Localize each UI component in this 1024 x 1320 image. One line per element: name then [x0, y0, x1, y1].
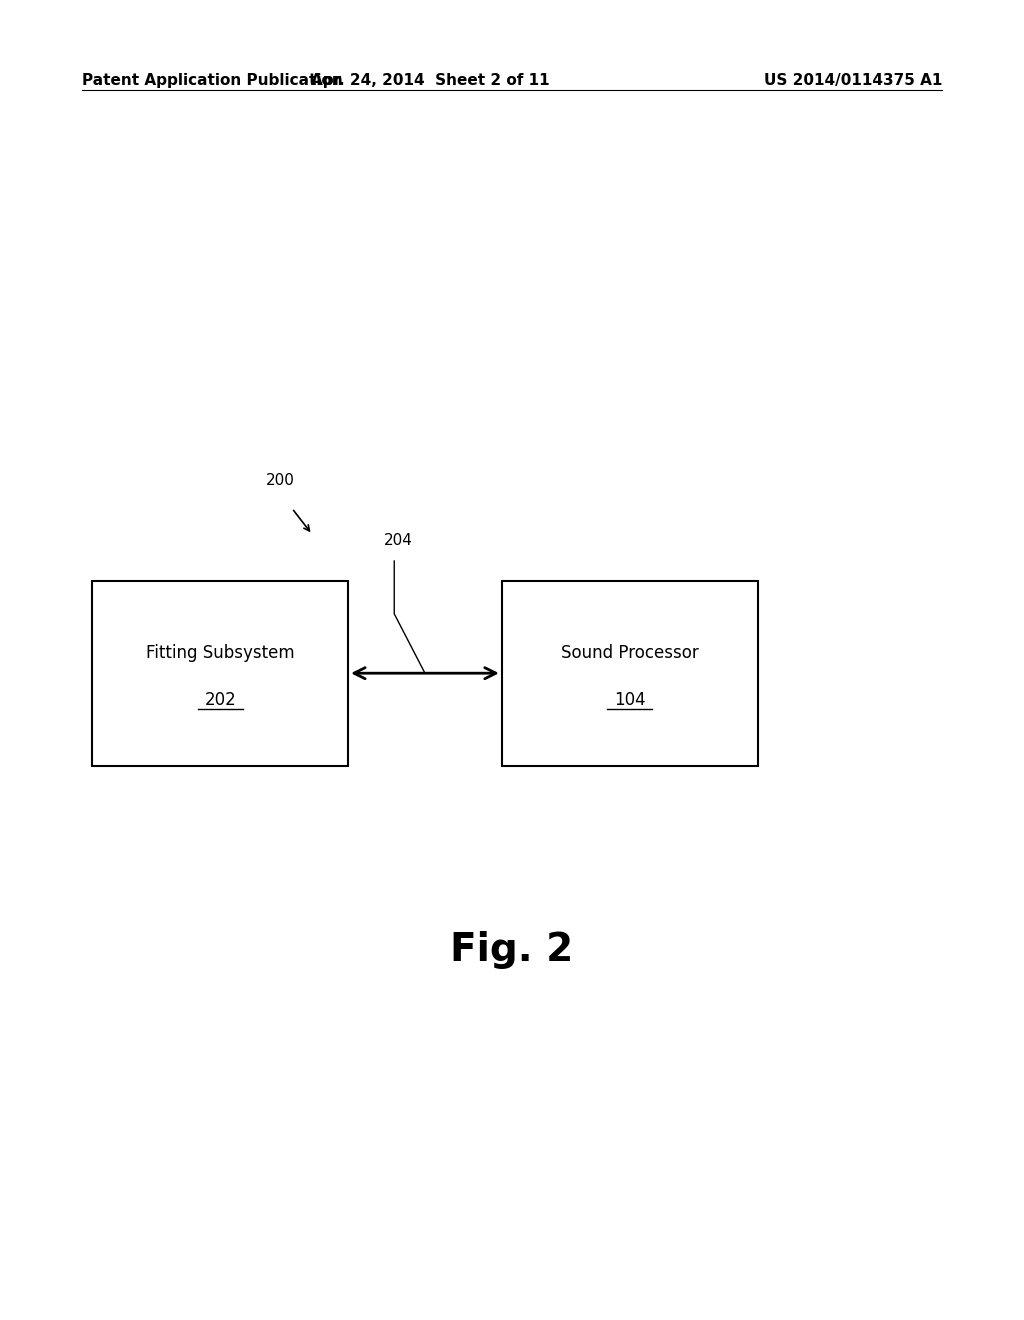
Text: Patent Application Publication: Patent Application Publication	[82, 73, 343, 87]
Text: 200: 200	[266, 474, 295, 488]
Text: US 2014/0114375 A1: US 2014/0114375 A1	[764, 73, 942, 87]
Text: Fig. 2: Fig. 2	[451, 932, 573, 969]
Text: Sound Processor: Sound Processor	[561, 644, 698, 663]
Text: Fitting Subsystem: Fitting Subsystem	[145, 644, 295, 663]
Text: 204: 204	[384, 533, 413, 548]
Text: Apr. 24, 2014  Sheet 2 of 11: Apr. 24, 2014 Sheet 2 of 11	[310, 73, 550, 87]
FancyBboxPatch shape	[502, 581, 758, 766]
Text: 104: 104	[614, 690, 645, 709]
Text: 202: 202	[204, 690, 237, 709]
FancyBboxPatch shape	[92, 581, 348, 766]
